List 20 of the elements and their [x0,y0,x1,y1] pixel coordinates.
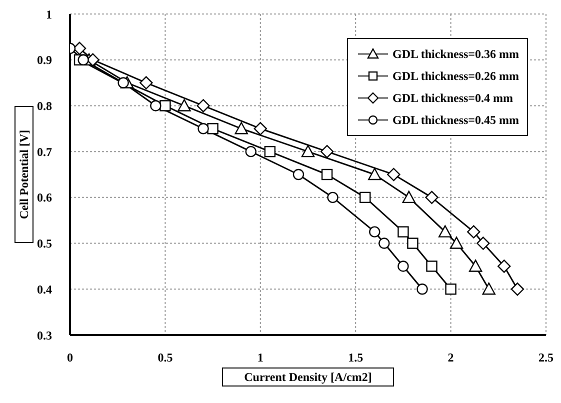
x-tick-label: 1 [257,350,264,365]
x-tick-label: 2 [448,350,454,365]
x-axis-title: Current Density [A/cm2] [244,370,372,384]
legend-label: GDL thickness=0.45 mm [392,112,519,128]
y-tick-label: 0.4 [37,282,52,296]
y-tick-label: 0.9 [37,53,52,68]
x-tick-label: 2.5 [538,350,554,365]
legend-label: GDL thickness=0.26 mm [392,68,519,84]
legend-label: GDL thickness=0.36 mm [392,46,519,62]
y-tick-label: 0.7 [37,144,52,159]
y-axis-title: Cell Potential [V] [17,130,31,220]
x-tick-label: 1.5 [348,350,364,365]
y-tick-label: 1 [46,7,52,22]
x-tick-label: 0.5 [158,350,173,365]
y-tick-label: 0.5 [37,236,52,251]
y-tick-label: 0.6 [37,190,52,205]
y-tick-label: 0.8 [37,98,52,113]
y-tick-label: 0.3 [37,328,52,342]
legend-label: GDL thickness=0.4 mm [392,90,513,106]
x-tick-label: 0 [67,350,73,365]
